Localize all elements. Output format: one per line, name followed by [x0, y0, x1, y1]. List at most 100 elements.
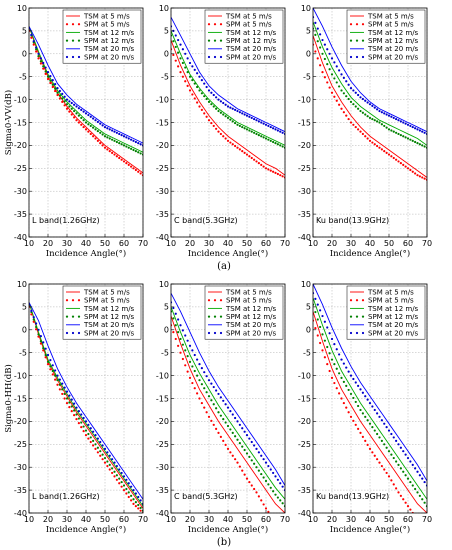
- series-point: [32, 318, 35, 321]
- series-point: [253, 158, 256, 161]
- series-point: [61, 382, 64, 385]
- series-point: [354, 381, 357, 384]
- series-point: [212, 93, 215, 97]
- series-point: [125, 478, 128, 481]
- series-point: [354, 125, 357, 129]
- x-tick-label: 70: [280, 515, 290, 524]
- series-point: [196, 374, 199, 377]
- series-point: [340, 376, 343, 379]
- legend-dot-swatch: [71, 23, 75, 26]
- series-point: [179, 71, 182, 74]
- series-point: [132, 139, 135, 142]
- series-point: [30, 36, 33, 39]
- series-point: [226, 406, 230, 409]
- series-point: [423, 131, 426, 134]
- series-point: [130, 147, 133, 150]
- series-point: [255, 491, 258, 494]
- series-point: [113, 130, 116, 133]
- series-point: [58, 97, 61, 100]
- series-point: [37, 328, 40, 331]
- series-point: [245, 128, 249, 131]
- series-point: [54, 369, 57, 372]
- series-point: [103, 125, 107, 129]
- series-group: [171, 292, 285, 520]
- series-point: [224, 137, 227, 140]
- series-point: [75, 112, 78, 115]
- series-point: [426, 530, 428, 532]
- series-point: [108, 150, 111, 153]
- series-point: [385, 151, 388, 154]
- series-point: [357, 404, 360, 408]
- series-point: [326, 345, 329, 349]
- series-line: [171, 292, 285, 486]
- x-tick-label: 60: [403, 515, 413, 524]
- series-point: [390, 115, 393, 118]
- series-point: [272, 518, 274, 520]
- legend-entry-label: SPM at 20 m/s: [368, 53, 418, 61]
- series-point: [229, 106, 232, 109]
- series-point: [65, 98, 69, 101]
- series-point: [281, 145, 284, 148]
- series-point: [406, 167, 410, 170]
- series-point: [366, 398, 369, 401]
- series-point: [73, 109, 76, 113]
- series-point: [395, 439, 398, 442]
- series-point: [84, 121, 88, 124]
- series-point: [340, 89, 343, 92]
- series-point: [61, 97, 64, 100]
- series-point: [248, 155, 251, 158]
- series-point: [184, 52, 187, 55]
- series-point: [253, 462, 256, 465]
- series-point: [217, 431, 220, 434]
- series-point: [349, 374, 353, 377]
- series-point: [234, 435, 237, 438]
- series-point: [226, 116, 230, 120]
- series-point: [77, 417, 80, 420]
- series-point: [215, 96, 218, 99]
- series-point: [139, 143, 142, 146]
- series-point: [207, 89, 211, 92]
- series-point: [364, 99, 367, 102]
- series-point: [219, 396, 222, 399]
- legend-entry-label: TSM at 12 m/s: [225, 305, 277, 313]
- series-point: [361, 412, 364, 415]
- series-point: [347, 370, 350, 373]
- series-point: [385, 426, 388, 429]
- series-point: [349, 415, 353, 418]
- series-point: [347, 117, 350, 121]
- series-point: [87, 113, 90, 117]
- series-point: [84, 434, 88, 437]
- series-point: [54, 89, 57, 93]
- series-point: [207, 395, 211, 398]
- series-point: [245, 477, 249, 480]
- series-point: [323, 76, 326, 79]
- series-point: [319, 341, 322, 345]
- series-point: [137, 507, 140, 510]
- y-tick-label: -35: [14, 486, 27, 495]
- series-point: [411, 170, 414, 173]
- x-tick-label: 30: [62, 515, 72, 524]
- series-point: [383, 124, 386, 128]
- series-point: [342, 92, 345, 95]
- series-point: [248, 455, 251, 458]
- series-point: [193, 82, 196, 85]
- x-tick-label: 40: [365, 515, 375, 524]
- series-point: [406, 456, 410, 460]
- series-point: [279, 130, 282, 133]
- series-point: [390, 129, 393, 132]
- series-point: [39, 57, 42, 60]
- series-point: [177, 318, 180, 321]
- series-point: [44, 70, 47, 73]
- series-point: [65, 390, 69, 393]
- series-point: [174, 45, 177, 49]
- legend-entry-label: TSM at 5 m/s: [225, 12, 272, 20]
- series-point: [399, 162, 402, 165]
- legend-dot-swatch: [219, 299, 223, 302]
- series-point: [404, 122, 407, 125]
- series-point: [411, 139, 414, 142]
- series-point: [120, 485, 123, 488]
- y-tick-label: -15: [156, 118, 169, 127]
- series-point: [125, 162, 128, 165]
